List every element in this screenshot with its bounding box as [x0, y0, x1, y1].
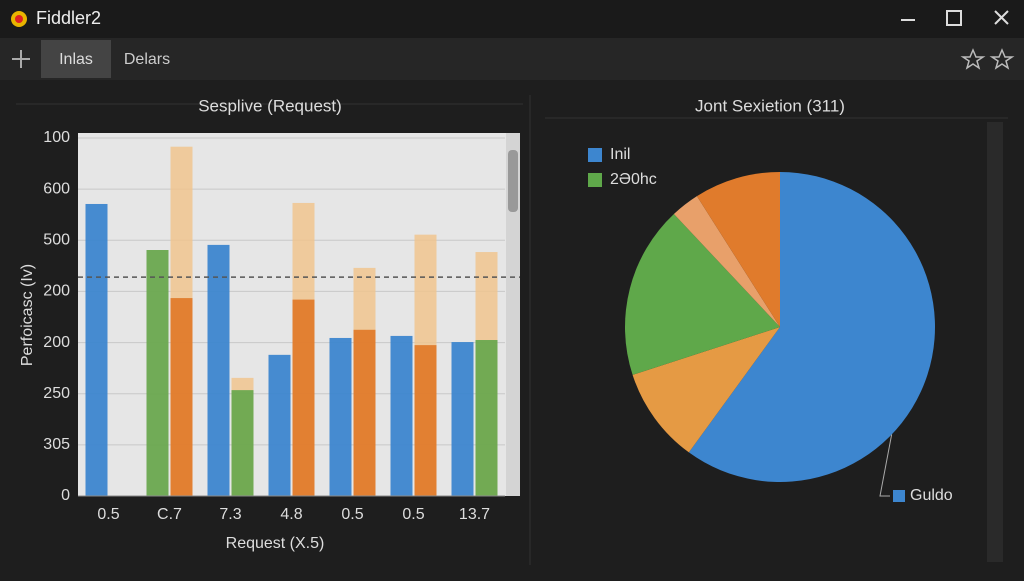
legend-label: 2Ə0hc — [610, 171, 657, 188]
bar — [268, 354, 291, 496]
legend-swatch — [588, 173, 602, 187]
y-axis-label: Perfoicasc (Iv) — [19, 264, 36, 366]
pie-slice — [696, 172, 780, 327]
star-icon[interactable] — [989, 48, 1015, 70]
title-bar — [0, 0, 1024, 38]
y-tick-label: 0 — [61, 487, 70, 504]
close-button[interactable] — [994, 10, 1009, 25]
tab-active[interactable] — [41, 40, 111, 78]
window-title: Fiddler2 — [36, 8, 101, 28]
pie-slice — [673, 196, 780, 327]
bar-chart: Sesplive (Request) Perfoicasc (Iv) Request… — [19, 96, 520, 552]
star-icon[interactable] — [960, 48, 986, 70]
bar — [353, 329, 376, 496]
x-tick-label: C.7 — [157, 506, 182, 523]
y-tick-label: 600 — [43, 180, 70, 197]
callout-line — [879, 434, 893, 497]
bar — [390, 335, 413, 496]
pie-slice — [632, 327, 780, 453]
scrollbar[interactable] — [987, 122, 1003, 562]
label-swatch — [893, 490, 905, 502]
y-tick-label: 305 — [43, 436, 70, 453]
maximize-button[interactable] — [946, 10, 962, 26]
pie-chart: Jont Sexietion (311) Guldo Inil 2Ə0hc — [588, 96, 953, 504]
pie-slice — [625, 214, 780, 375]
x-tick-label: 7.3 — [219, 506, 241, 523]
x-axis-label: Request (X.5) — [226, 535, 325, 552]
bar — [414, 345, 437, 496]
bar — [451, 342, 474, 496]
x-tick-label: 13.7 — [459, 506, 490, 523]
x-tick-label: 4.8 — [280, 506, 302, 523]
x-tick-label: 0.5 — [402, 506, 424, 523]
scrollbar[interactable] — [506, 133, 520, 496]
y-tick-label: 200 — [43, 283, 70, 300]
bar — [146, 250, 169, 496]
bar — [207, 244, 230, 496]
bar — [231, 390, 254, 496]
bar — [475, 340, 498, 496]
x-tick-label: 0.5 — [341, 506, 363, 523]
tab-label: Inlas — [59, 51, 93, 68]
pie-slice — [688, 172, 935, 482]
tab-label[interactable]: Delars — [124, 51, 170, 68]
slice-label: Guldo — [910, 487, 953, 504]
app-icon-dot — [15, 15, 23, 23]
bar — [85, 203, 108, 496]
y-tick-label: 200 — [43, 334, 70, 351]
add-tab[interactable] — [12, 50, 30, 68]
scrollbar-thumb[interactable] — [508, 150, 518, 212]
y-tick-label: 100 — [43, 129, 70, 146]
chart-title: Sesplive (Request) — [198, 96, 342, 115]
legend-swatch — [588, 148, 602, 162]
y-tick-label: 250 — [43, 385, 70, 402]
y-tick-label: 500 — [43, 232, 70, 249]
bar — [292, 299, 315, 496]
legend-label: Inil — [610, 146, 630, 163]
chart-title: Jont Sexietion (311) — [695, 96, 845, 115]
bar — [329, 337, 352, 496]
tab-bar — [0, 38, 1024, 80]
x-tick-label: 0.5 — [97, 506, 119, 523]
bar — [170, 298, 193, 496]
